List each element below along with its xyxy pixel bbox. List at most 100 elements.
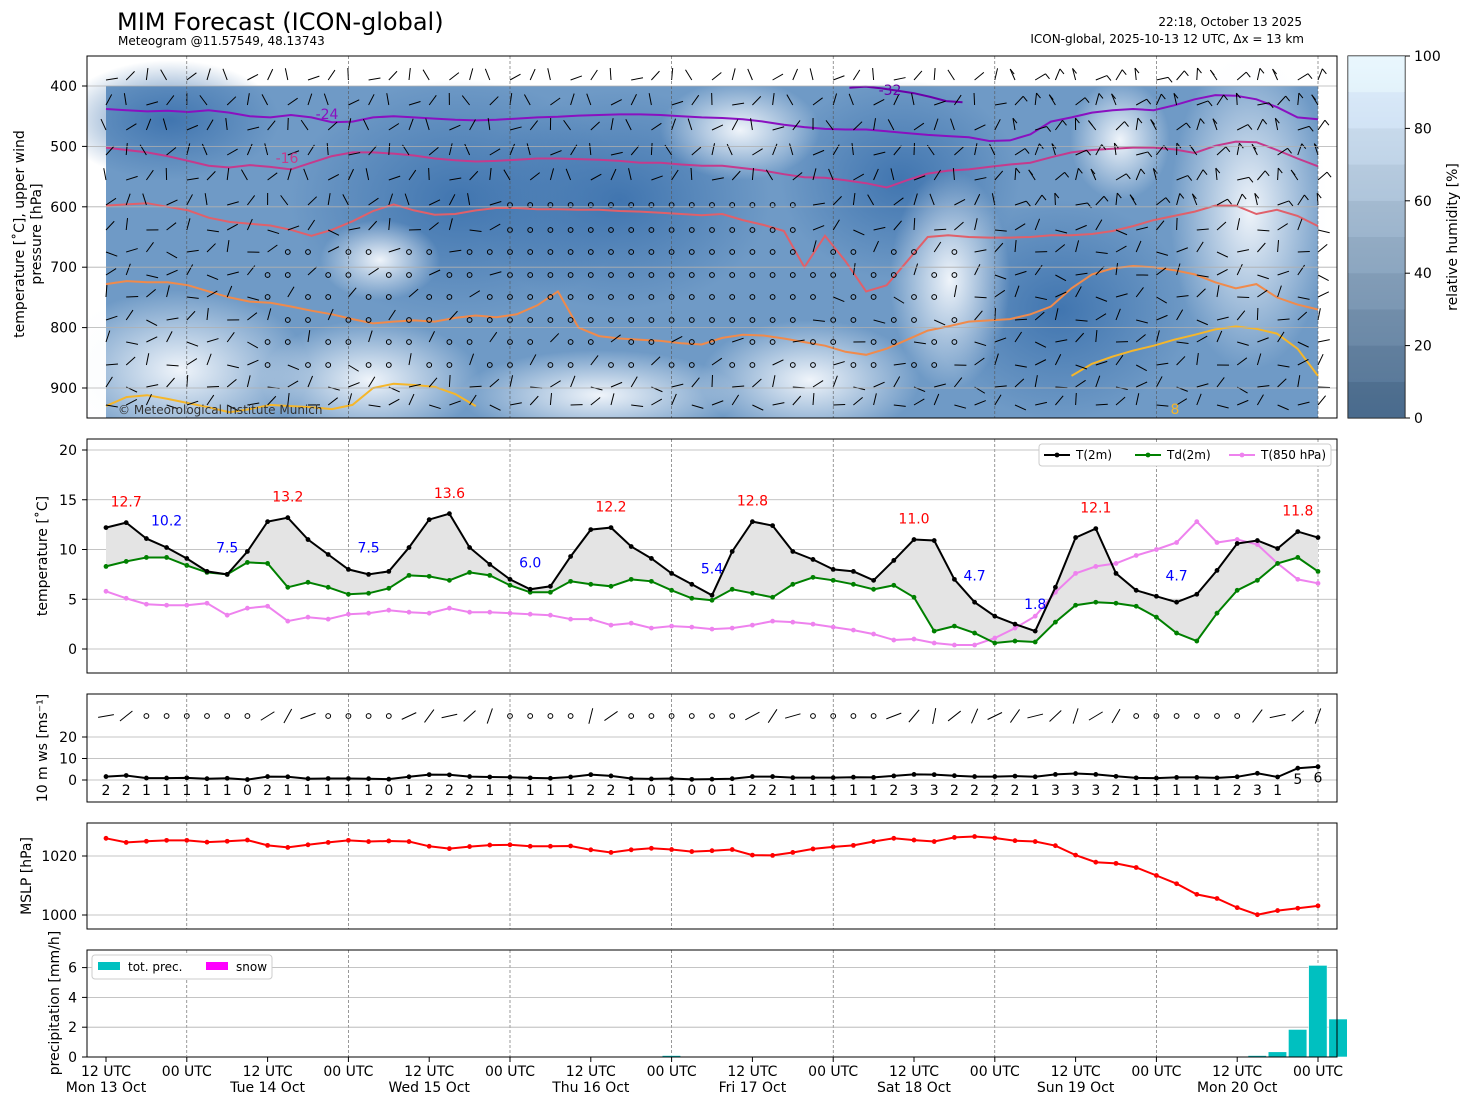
calm-wind-marker [789,317,796,323]
wind-barb [1014,318,1028,321]
series-point [770,594,775,600]
wind-barb [327,173,340,181]
wind-barb [1274,118,1279,131]
series-point [1234,587,1240,593]
wind-barb [368,145,377,156]
calm-wind-marker [688,227,695,233]
wind-speed-label: 2 [1112,783,1121,799]
series-point [224,571,230,577]
wind-speed-point [1255,770,1260,776]
wind-barb [105,145,115,156]
pressure-panel: 1000 1020 MSLP [hPa] [19,822,1338,930]
series-point [325,616,331,622]
series-point [1315,568,1321,574]
series-point [527,586,533,592]
calm-wind-marker [789,294,796,300]
wind-speed-point [366,776,371,782]
wind-barb [1257,385,1270,388]
series-point [1073,535,1078,540]
wind-barb [772,375,776,388]
wind-speed-point [1133,775,1139,781]
wind-barb [1196,393,1202,406]
wind-barb [786,94,794,106]
mslp-point [527,843,533,849]
wind-barb [1297,341,1309,348]
wind-barb [428,167,430,181]
calm-wind-marker [567,202,574,208]
isotherm-label: -16 [276,151,299,167]
series-point [1073,602,1078,608]
x-tick-date: Mon 20 Oct [1197,1080,1278,1096]
wind-barb [307,219,316,231]
wind-barb [691,377,700,388]
wind-barb [1237,399,1249,406]
wind-barb [610,151,623,156]
wind-barb [1297,375,1301,388]
series-point [770,618,775,624]
wind-barb [126,341,139,345]
wind-barb [1196,319,1209,326]
wind-speed-label: 3 [930,783,939,799]
wind-barb [1014,223,1026,231]
series-point [144,555,149,560]
wind-barb [1176,398,1188,406]
wind-barb [368,330,373,343]
wind-barb [489,404,501,411]
wind-barb [529,354,537,366]
wind-speed-label: 1 [1031,783,1040,799]
wind-barb [487,118,491,131]
calm-wind-marker [224,713,231,719]
series-point [1154,547,1159,552]
wind-barb-flag [1290,169,1296,176]
wind-speed-label: 1 [324,783,333,799]
colorbar-band [1348,381,1405,418]
wind-speed-label: 1 [203,783,212,799]
wind-speed-label: 2 [970,783,979,799]
legend-marker [1239,452,1245,458]
calm-wind-marker [527,202,534,208]
series-point [548,583,553,589]
wind-barb [732,337,744,343]
wind-barb [300,119,309,131]
wind-barb [934,100,946,106]
mslp-point [204,839,210,845]
wind-barb [1115,69,1123,81]
calm-wind-marker [406,272,412,278]
wind-barb-flag [1209,69,1215,76]
calm-wind-marker [608,294,614,300]
wind-barb [261,94,269,106]
wind-barb [162,118,168,131]
wind-barb [448,143,453,156]
wind-barb [1075,240,1080,253]
wind-barb [486,708,493,724]
series-point [830,567,836,572]
wind-barb-flag [1090,168,1096,175]
calm-wind-marker [648,317,655,323]
temperature-legend: T(2m) Td(2m) T(850 hPa) [1038,443,1332,467]
calm-wind-marker [284,339,291,345]
series-point [406,609,412,615]
wind-barb [1034,375,1038,388]
wind-speed-point [184,775,190,781]
mslp-series [103,834,1321,918]
wind-barb-flag [1247,124,1253,130]
wind-frame [86,693,1338,803]
wind-barb [994,119,1001,131]
wind-barb [125,356,136,366]
wind-barb [509,126,522,131]
calm-wind-marker [810,272,816,278]
calm-wind-marker [244,713,251,719]
wind-barb [991,193,996,206]
isotherm-labels: -32 -24 -16 8 [276,83,1180,418]
calm-wind-marker [486,362,493,368]
wind-barb [1072,68,1077,81]
wind-barb [327,246,340,253]
wind-barb-flag [1197,67,1202,74]
pressure-axis-ticks: 1000 1020 [41,849,87,924]
series-point [245,605,250,611]
colorbar-tick-label: 100 [1414,49,1441,65]
wind-barb [145,393,152,406]
calm-wind-marker [587,227,594,233]
series-point [103,564,109,569]
